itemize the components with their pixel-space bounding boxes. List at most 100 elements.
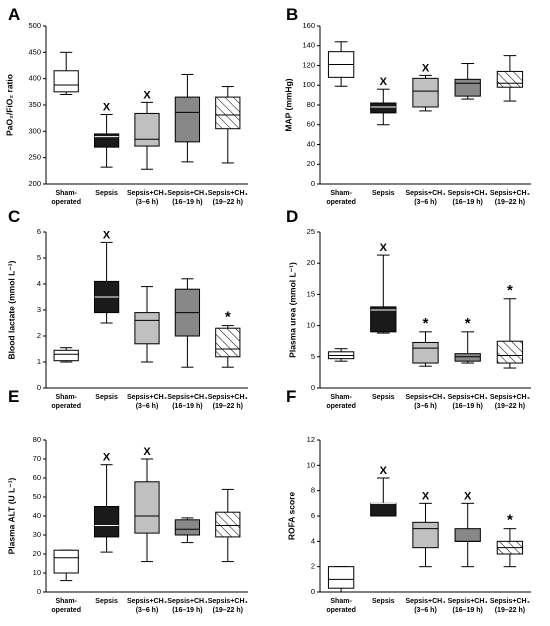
significance-star: * [507,512,513,529]
box-3: * [412,315,439,367]
x-tick-label: Sham- [55,190,77,197]
box-2: X [93,101,120,168]
significance-star: * [465,315,471,332]
y-tick-label: 0 [311,383,315,392]
y-tick-label: 350 [28,100,41,109]
significance-x: X [103,101,111,113]
y-tick-label: 30 [33,530,41,539]
x-tick-label: Sepsis+CH₄ [448,190,488,197]
x-tick-label: Sepsis+CH₄ [208,598,248,605]
box-5 [496,55,524,102]
significance-star: * [507,282,513,299]
panel-letter: A [8,5,20,24]
box-5: * [215,309,241,368]
x-tick-label: Sepsis+CH₄ [167,394,207,401]
x-tick-label: Sham- [55,394,77,401]
box-iqr [370,502,397,517]
significance-x: X [422,62,430,74]
x-tick-label: Sepsis [95,598,118,605]
box-iqr [93,133,120,148]
y-tick-label: 80 [33,435,41,444]
x-tick-label-line2: operated [51,199,81,206]
significance-star: * [225,309,231,326]
x-tick-label-line2: (19–22 h) [495,403,525,410]
box-iqr [53,349,79,362]
y-tick-label: 250 [28,153,41,162]
x-tick-label-line2: (19–22 h) [495,199,525,206]
y-tick-label: 160 [302,21,315,30]
y-tick-label: 10 [307,460,315,469]
x-tick-label-line2: (3–6 h) [136,199,159,206]
y-tick-label: 4 [37,279,41,288]
box-3: X [412,490,439,568]
y-tick-label: 40 [307,139,315,148]
y-tick-label: 4 [311,536,315,545]
y-tick-label: 8 [311,486,315,495]
y-tick-label: 2 [311,562,315,571]
x-tick-label-line2: (19–22 h) [213,199,243,206]
x-tick-label-line2: (19–22 h) [213,403,243,410]
box-iqr [215,511,241,538]
x-tick-label-line2: (3–6 h) [414,199,437,206]
panel-letter: E [8,387,19,406]
panel-e: E Plasma ALT (U L⁻¹) 0 10 20 30 40 50 60 70 80 Sham… [6,387,248,614]
x-tick-label-line2: (16–19 h) [172,403,202,410]
x-tick-label: Sham- [55,598,77,605]
x-tick-label-line2: (3–6 h) [136,403,159,410]
box-iqr [215,96,241,130]
x-tick-label-line2: operated [51,607,81,614]
box-iqr [53,70,79,93]
y-tick-label: 1 [37,357,41,366]
x-tick-label: Sepsis [372,598,395,605]
box-4 [174,73,201,163]
y-axis-title: Plasma ALT (U L⁻¹) [6,477,16,554]
panel-c: C Blood lactate (mmol L⁻¹) 0 1 2 3 4 5 6 Sham-ope… [6,207,248,410]
x-tick-label-line2: (16–19 h) [172,607,202,614]
y-tick-label: 10 [33,568,41,577]
panel-d: D Plasma urea (mmol L⁻¹) 0 5 10 15 20 25 Sham-op… [286,207,531,410]
y-tick-label: 20 [307,258,315,267]
panel-letter: D [286,207,298,226]
significance-x: X [464,490,472,502]
y-tick-label: 500 [28,21,41,30]
box-4 [174,517,201,544]
box-2: X [370,242,397,334]
significance-x: X [380,242,388,254]
x-tick-label: Sepsis+CH₄ [405,394,445,401]
box-2: X [370,465,397,517]
y-axis-title: Blood lactate (mmol L⁻¹) [6,260,16,359]
y-tick-label: 400 [28,74,41,83]
x-tick-label: Sepsis+CH₄ [490,598,530,605]
box-5: * [496,512,524,568]
box-iqr [53,549,79,574]
y-tick-label: 0 [311,587,315,596]
box-3 [134,286,160,363]
box-iqr [454,528,481,542]
y-tick-label: 40 [33,511,41,520]
x-tick-label: Sepsis+CH₄ [490,394,530,401]
x-tick-label-line2: (19–22 h) [213,607,243,614]
significance-x: X [380,76,388,88]
x-tick-label: Sham- [330,190,352,197]
y-tick-label: 10 [307,321,315,330]
x-tick-label: Sham- [330,598,352,605]
box-1 [327,348,355,362]
box-4: * [454,315,481,364]
box-iqr [93,506,120,538]
y-tick-label: 60 [307,120,315,129]
significance-x: X [103,452,111,464]
box-5 [215,488,241,563]
box-3: X [412,62,439,112]
panel-letter: F [286,387,296,406]
panel-letter: B [286,5,298,24]
y-tick-label: 200 [28,179,41,188]
box-3: X [134,446,160,563]
y-tick-label: 80 [307,100,315,109]
y-tick-label: 0 [311,179,315,188]
box-2: X [93,229,120,324]
box-iqr [370,306,397,333]
box-iqr [215,327,241,358]
box-4 [174,278,201,368]
box-iqr [412,341,439,364]
